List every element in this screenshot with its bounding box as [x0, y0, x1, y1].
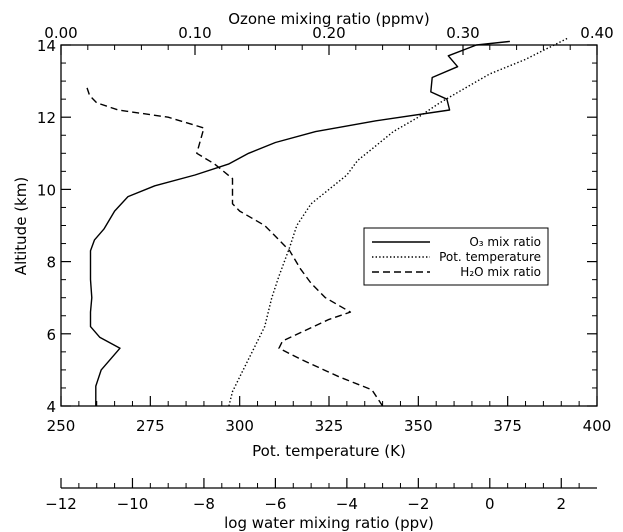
water-tick-label: −6 [264, 495, 286, 513]
bottom-tick-label: 375 [493, 417, 522, 435]
legend-label-temperature: Pot. temperature [439, 250, 541, 264]
legend-label-o3: O₃ mix ratio [469, 235, 541, 249]
bottom-tick-label: 250 [47, 417, 76, 435]
bottom-tick-label: 325 [315, 417, 344, 435]
bottom-axis-label: Pot. temperature (K) [252, 442, 406, 460]
series-lines [85, 37, 569, 407]
y-tick-label: 8 [46, 254, 56, 272]
top-tick-label: 0.10 [178, 24, 211, 42]
bottom-tick-label: 350 [404, 417, 433, 435]
y-tick-label: 12 [37, 109, 56, 127]
top-tick-label: 0.40 [580, 24, 613, 42]
series-line-o3 [89, 40, 510, 406]
legend: O₃ mix ratio Pot. temperature H₂O mix ra… [363, 227, 549, 286]
top-axis-label: Ozone mixing ratio (ppmv) [228, 10, 430, 28]
y-tick-label: 4 [46, 398, 56, 416]
water-tick-label: −4 [336, 495, 358, 513]
tick-marks [60, 44, 598, 489]
y-tick-label: 14 [37, 37, 56, 55]
legend-label-h2o: H₂O mix ratio [460, 265, 541, 279]
bottom-tick-label: 300 [225, 417, 254, 435]
water-tick-label: −12 [45, 495, 77, 513]
top-tick-label: 0.20 [312, 24, 345, 42]
tick-labels: 4 6 8 10 12 140.00 0.10 0.20 0.30 0.40 250 275 300 32… [37, 24, 614, 513]
water-axis-label: log water mixing ratio (ppv) [224, 514, 434, 532]
bottom-tick-label: 275 [136, 417, 165, 435]
water-tick-label: −8 [193, 495, 215, 513]
bottom-tick-label: 400 [583, 417, 612, 435]
water-tick-label: 0 [485, 495, 495, 513]
top-tick-label: 0.00 [44, 24, 77, 42]
series-line-h2o [85, 84, 384, 407]
top-tick-label: 0.30 [446, 24, 479, 42]
water-tick-label: −10 [117, 495, 149, 513]
y-axis-label: Altitude (km) [12, 177, 30, 275]
y-tick-label: 6 [46, 326, 56, 344]
water-tick-label: −2 [407, 495, 429, 513]
series-line-temperature [228, 37, 569, 407]
plot-frame [60, 44, 598, 407]
y-tick-label: 10 [37, 181, 56, 199]
water-tick-label: 2 [556, 495, 566, 513]
